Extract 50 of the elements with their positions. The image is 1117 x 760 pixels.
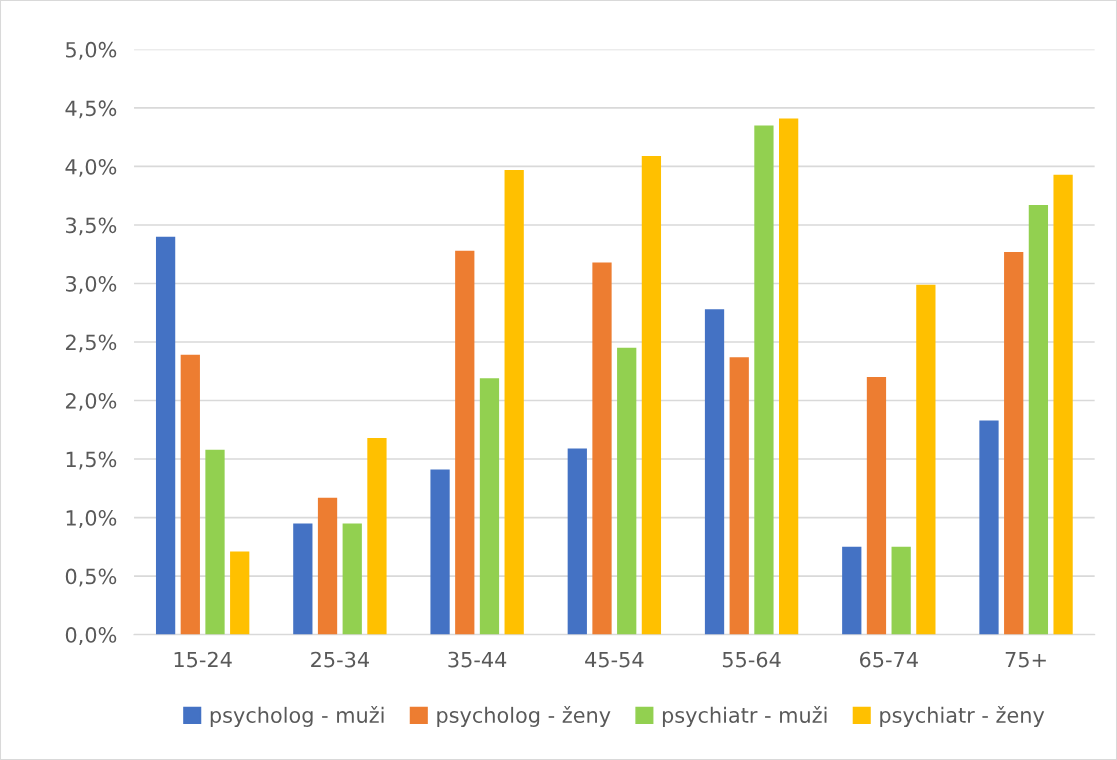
y-tick-label: 1,0% [66, 510, 117, 528]
bar [592, 262, 612, 635]
bar [754, 125, 774, 635]
bar [367, 437, 387, 635]
bar [842, 546, 862, 635]
y-tick-label: 5,0% [66, 41, 117, 60]
legend-label: psychiatr - muži [662, 706, 827, 728]
y-tick-label: 2,0% [65, 392, 117, 411]
legend-label: psycholog - ženy [437, 706, 611, 728]
bar [1028, 205, 1049, 635]
y-tick-label: 1,5% [66, 451, 117, 470]
y-tick-label: 0,5% [65, 568, 117, 587]
bar [567, 448, 587, 635]
bar [641, 155, 662, 635]
bar [704, 309, 725, 635]
x-tick-label: 15-24 [174, 651, 232, 668]
legend-label: psychiatr - ženy [880, 706, 1045, 728]
bar [891, 546, 911, 635]
bar [729, 357, 749, 635]
legend-label: psycholog - muži [210, 706, 384, 728]
x-tick-label: 25-34 [311, 651, 369, 668]
x-tick-label: 75+ [1005, 651, 1046, 668]
bar [916, 284, 936, 635]
bar [617, 347, 637, 635]
bar [504, 169, 524, 635]
x-tick-label: 55-64 [722, 651, 781, 668]
bar [779, 118, 799, 635]
bar [230, 551, 250, 635]
x-tick-label: 65-74 [860, 651, 918, 668]
bar [979, 420, 999, 635]
bar [155, 236, 176, 635]
y-tick-label: 3,5% [66, 217, 117, 236]
y-tick-label: 4,0% [65, 158, 117, 177]
bar [455, 250, 475, 635]
bar [293, 523, 313, 635]
bar [1004, 251, 1024, 635]
bar [205, 449, 225, 635]
x-tick-label: 45-54 [585, 651, 644, 668]
x-tick-label: 35-44 [448, 651, 507, 668]
bar [1053, 174, 1073, 635]
bar [866, 377, 887, 635]
bar [479, 378, 500, 635]
bar [342, 523, 362, 635]
bar [317, 497, 338, 635]
y-tick-label: 2,5% [65, 334, 117, 353]
y-tick-label: 3,0% [66, 275, 117, 294]
bar [430, 469, 450, 635]
bar [180, 354, 200, 635]
y-tick-label: 4,5% [65, 100, 117, 119]
y-tick-label: 0,0% [65, 627, 117, 645]
